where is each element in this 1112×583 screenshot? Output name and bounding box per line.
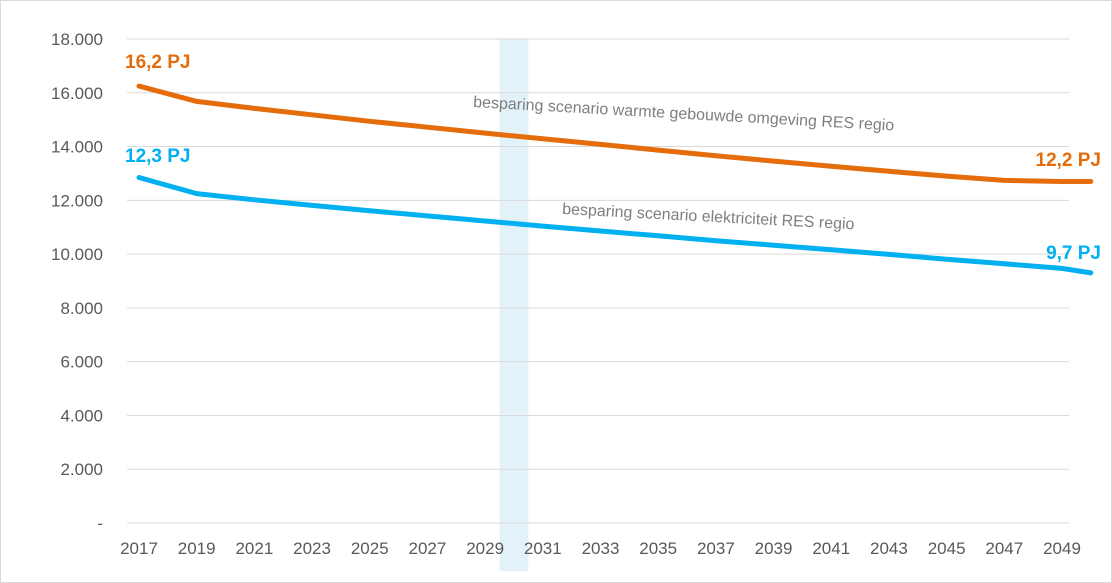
x-tick-label: 2033 <box>582 539 620 558</box>
series-start-label: 16,2 PJ <box>125 52 191 73</box>
x-tick-label: 2029 <box>466 539 504 558</box>
y-tick-label: 4.000 <box>60 406 103 425</box>
x-tick-label: 2049 <box>1043 539 1081 558</box>
series-annotation: besparing scenario elektriciteit RES reg… <box>562 201 855 233</box>
x-axis-ticks: 2017 2019 2021 2023 2025 2027 2029 2031 2033 2035… <box>120 539 1081 558</box>
y-tick-label: 8.000 <box>60 299 103 318</box>
y-tick-label: 10.000 <box>51 245 103 264</box>
highlight-band-layer <box>499 39 529 571</box>
x-tick-label: 2019 <box>178 539 216 558</box>
x-tick-label: 2037 <box>697 539 735 558</box>
y-axis-ticks: - 2.000 4.000 6.000 8.000 10.000 12.000 14.000 1… <box>51 30 103 533</box>
x-tick-label: 2039 <box>755 539 793 558</box>
x-tick-label: 2023 <box>293 539 331 558</box>
y-tick-label: 14.000 <box>51 138 103 157</box>
series-start-label: 12,3 PJ <box>125 146 191 167</box>
series-line-2 <box>136 175 1094 276</box>
y-tick-label: 12.000 <box>51 191 103 210</box>
y-tick-label: 6.000 <box>60 353 103 372</box>
y-tick-label: 2.000 <box>60 460 103 479</box>
x-tick-label: 2047 <box>985 539 1023 558</box>
series-lines <box>136 83 1094 276</box>
y-tick-label: 16.000 <box>51 84 103 103</box>
x-tick-label: 2035 <box>639 539 677 558</box>
x-tick-label: 2045 <box>928 539 966 558</box>
x-tick-label: 2041 <box>812 539 850 558</box>
x-tick-label: 2027 <box>409 539 447 558</box>
x-tick-label: 2025 <box>351 539 389 558</box>
series-annotation: besparing scenario warmte gebouwde omgev… <box>473 94 895 135</box>
y-tick-label: 18.000 <box>51 30 103 49</box>
series-end-label: 9,7 PJ <box>1046 243 1101 264</box>
x-tick-label: 2031 <box>524 539 562 558</box>
series-end-label: 12,2 PJ <box>1036 150 1102 171</box>
series-line-1 <box>136 83 1094 184</box>
highlight-band <box>499 39 529 571</box>
y-tick-label: - <box>97 514 103 533</box>
x-tick-label: 2021 <box>235 539 273 558</box>
x-tick-label: 2043 <box>870 539 908 558</box>
x-tick-label: 2017 <box>120 539 158 558</box>
